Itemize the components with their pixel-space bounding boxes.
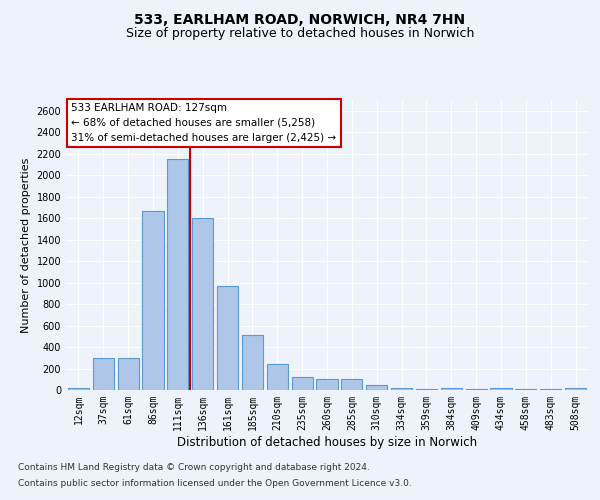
Bar	[391, 388, 412, 390]
Text: Contains public sector information licensed under the Open Government Licence v3: Contains public sector information licen…	[18, 478, 412, 488]
X-axis label: Distribution of detached houses by size in Norwich: Distribution of detached houses by size …	[177, 436, 477, 448]
Bar	[565, 388, 586, 390]
Text: Size of property relative to detached houses in Norwich: Size of property relative to detached ho…	[126, 28, 474, 40]
Text: 533 EARLHAM ROAD: 127sqm
← 68% of detached houses are smaller (5,258)
31% of sem: 533 EARLHAM ROAD: 127sqm ← 68% of detach…	[71, 103, 337, 142]
Bar	[242, 335, 263, 390]
Bar	[316, 380, 338, 390]
Text: Contains HM Land Registry data © Crown copyright and database right 2024.: Contains HM Land Registry data © Crown c…	[18, 464, 370, 472]
Bar	[366, 385, 387, 390]
Bar	[118, 358, 139, 390]
Y-axis label: Number of detached properties: Number of detached properties	[21, 158, 31, 332]
Bar	[217, 286, 238, 390]
Bar	[68, 388, 89, 390]
Bar	[267, 364, 288, 390]
Bar	[441, 388, 462, 390]
Bar	[142, 210, 164, 390]
Bar	[167, 159, 188, 390]
Bar	[192, 218, 213, 390]
Bar	[416, 389, 437, 390]
Bar	[93, 358, 114, 390]
Bar	[292, 377, 313, 390]
Bar	[341, 380, 362, 390]
Bar	[490, 388, 512, 390]
Text: 533, EARLHAM ROAD, NORWICH, NR4 7HN: 533, EARLHAM ROAD, NORWICH, NR4 7HN	[134, 12, 466, 26]
